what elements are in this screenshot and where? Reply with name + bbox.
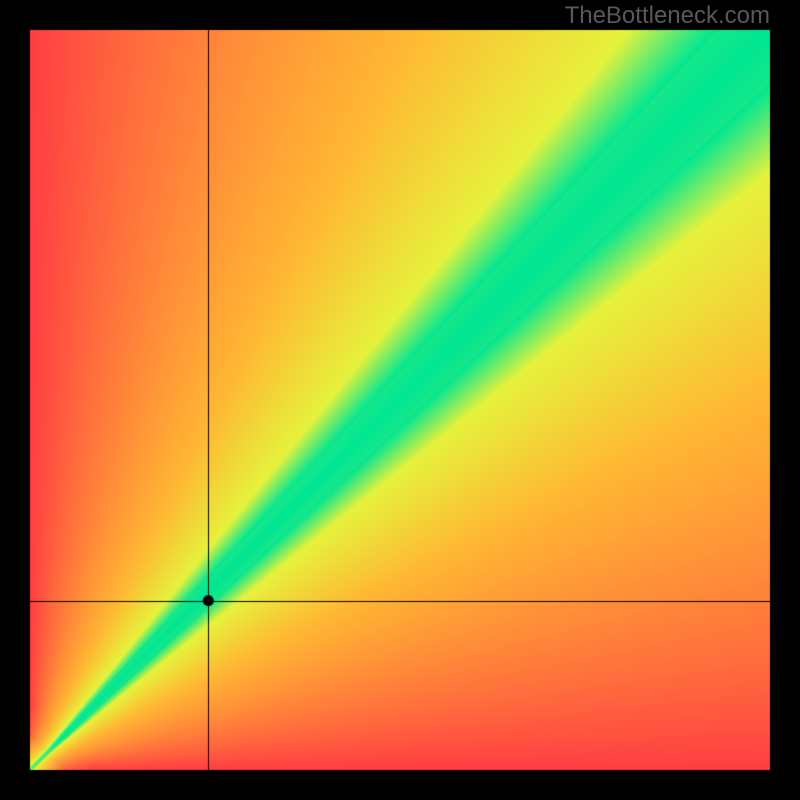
bottleneck-heatmap-canvas: [0, 0, 800, 800]
watermark-text: TheBottleneck.com: [565, 2, 770, 30]
chart-container: TheBottleneck.com: [0, 0, 800, 800]
